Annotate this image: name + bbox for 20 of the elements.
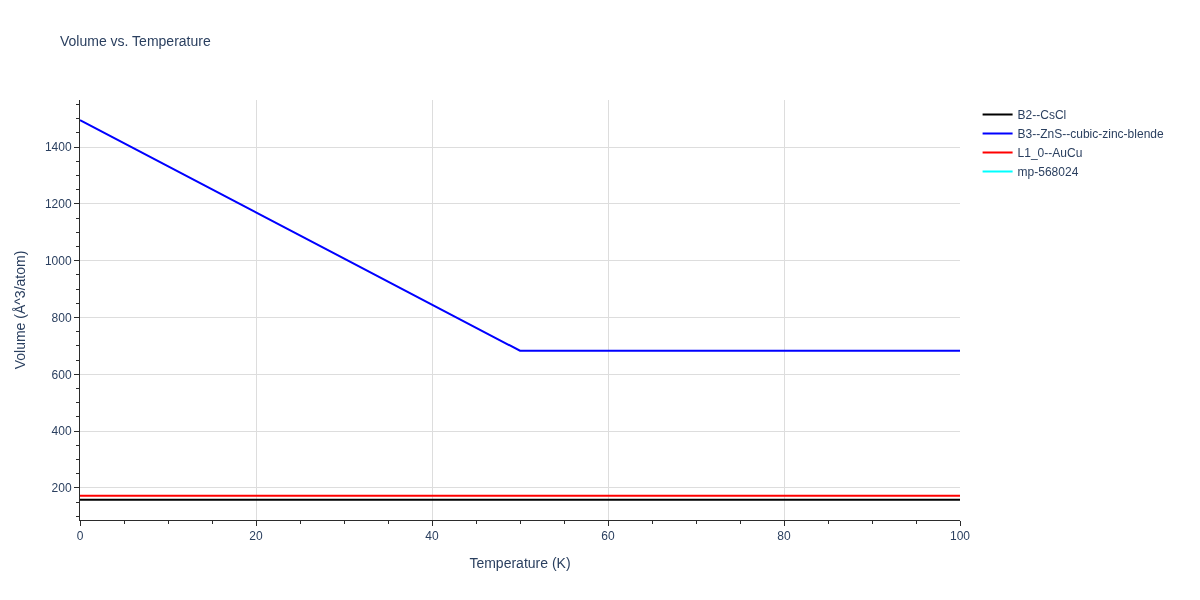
y-tick-label: 1000 — [44, 253, 72, 268]
legend-label: B2--CsCl — [1017, 108, 1067, 123]
x-tick-label: 60 — [601, 529, 615, 544]
x-tick-label: 80 — [777, 529, 791, 544]
y-tick-label: 1400 — [44, 140, 72, 155]
legend-label: L1_0--AuCu — [1017, 146, 1083, 161]
x-tick-label: 40 — [425, 529, 439, 544]
y-tick-label: 200 — [51, 481, 72, 496]
legend-label: mp-568024 — [1017, 165, 1079, 180]
y-tick-label: 800 — [51, 310, 72, 325]
chart-title: Volume vs. Temperature — [60, 32, 211, 49]
y-tick-label: 600 — [51, 367, 72, 382]
x-tick-label: 100 — [949, 529, 971, 544]
legend-label: B3--ZnS--cubic-zinc-blende — [1017, 127, 1164, 142]
x-tick-label: 0 — [76, 529, 84, 544]
y-tick-label: 400 — [51, 424, 72, 439]
y-axis-title: Volume (Å^3/atom) — [12, 250, 29, 370]
x-tick-label: 20 — [249, 529, 263, 544]
y-tick-label: 1200 — [44, 197, 72, 212]
x-axis-title: Temperature (K) — [469, 554, 571, 571]
